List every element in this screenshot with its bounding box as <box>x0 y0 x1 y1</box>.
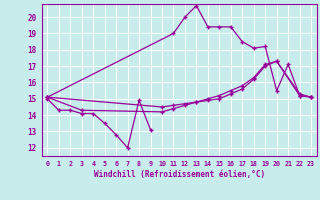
X-axis label: Windchill (Refroidissement éolien,°C): Windchill (Refroidissement éolien,°C) <box>94 170 265 179</box>
